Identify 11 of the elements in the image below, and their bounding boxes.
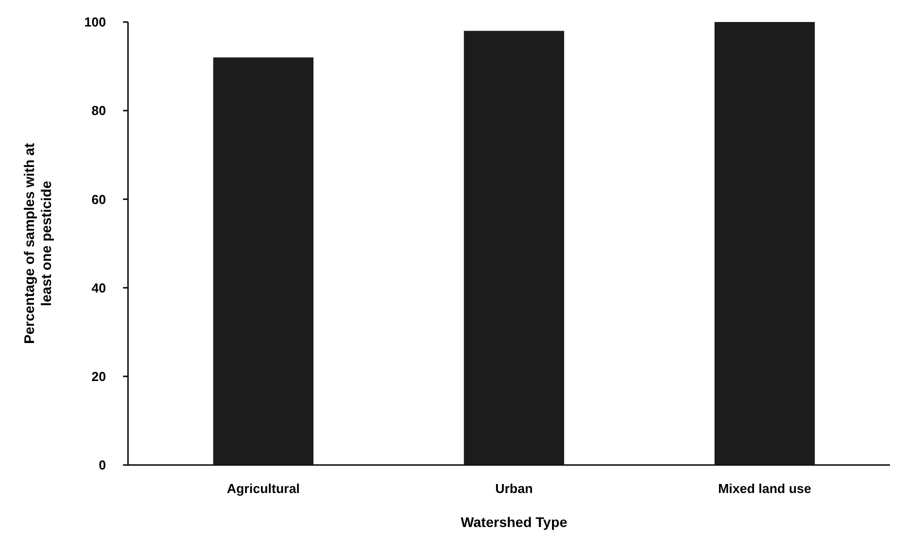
y-tick-label: 100: [84, 14, 106, 30]
y-tick-label: 80: [92, 103, 106, 118]
x-axis-title: Watershed Type: [460, 514, 568, 530]
y-tick-label: 0: [98, 458, 106, 473]
x-tick-label: Agricultural: [226, 481, 300, 496]
y-axis-title: Percentage of samples with at least one pesticide: [21, 142, 54, 344]
y-tick-label: 20: [92, 368, 106, 384]
y-tick-label: 60: [92, 192, 106, 207]
x-tick-label: Urban: [495, 481, 533, 496]
y-tick-label: 40: [92, 280, 106, 296]
x-tick-label: Mixed land use: [718, 481, 812, 496]
